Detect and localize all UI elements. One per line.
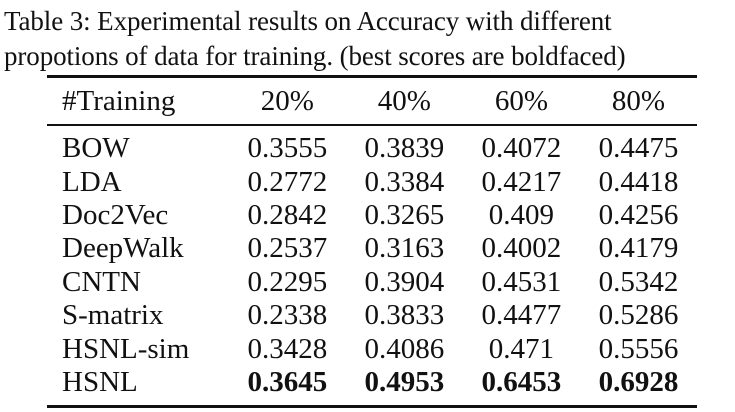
column-header-20: 20% <box>260 84 314 117</box>
table-row: CNTN 0.2295 0.3904 0.4531 0.5342 <box>47 266 697 299</box>
accuracy-value-cell: 0.4953 <box>364 365 445 398</box>
table-row: S-matrix 0.2338 0.3833 0.4477 0.5286 <box>47 299 697 332</box>
accuracy-value-cell: 0.3428 <box>247 332 328 365</box>
caption-line-2: propotions of data for training. (best s… <box>4 41 626 71</box>
accuracy-value-cell: 0.4418 <box>598 165 679 198</box>
table-header-row: #Training 20% 40% 60% 80% <box>47 78 697 124</box>
accuracy-value-cell: 0.4256 <box>598 198 679 231</box>
accuracy-value-cell: 0.4217 <box>481 165 562 198</box>
accuracy-value-cell: 0.471 <box>488 332 555 365</box>
accuracy-value-cell: 0.5286 <box>598 299 679 332</box>
table-row: HSNL 0.3645 0.4953 0.6453 0.6928 <box>47 366 697 399</box>
accuracy-value-cell: 0.5342 <box>598 265 679 298</box>
column-header-40: 40% <box>377 84 431 117</box>
accuracy-value-cell: 0.4072 <box>481 132 562 165</box>
column-header-80: 80% <box>611 84 666 117</box>
table-row: DeepWalk 0.2537 0.3163 0.4002 0.4179 <box>47 232 697 265</box>
method-name-cell: BOW <box>62 132 130 165</box>
method-name-cell: CNTN <box>62 265 141 298</box>
accuracy-value-cell: 0.3904 <box>364 265 445 298</box>
accuracy-value-cell: 0.4179 <box>598 232 679 265</box>
table-top-rule <box>47 75 697 78</box>
accuracy-value-cell: 0.2338 <box>247 299 328 332</box>
accuracy-value-cell: 0.2842 <box>247 198 328 231</box>
accuracy-value-cell: 0.4475 <box>598 132 679 165</box>
method-name-cell: DeepWalk <box>62 232 184 265</box>
accuracy-value-cell: 0.409 <box>488 198 555 231</box>
method-name-cell: LDA <box>62 165 122 198</box>
accuracy-value-cell: 0.3555 <box>247 132 328 165</box>
method-name-cell: HSNL <box>62 365 138 398</box>
table-row: Doc2Vec 0.2842 0.3265 0.409 0.4256 <box>47 199 697 232</box>
table-body: BOW 0.3555 0.3839 0.4072 0.4475 LDA 0.2772 0.33… <box>47 132 697 399</box>
column-header-training: #Training <box>62 84 176 117</box>
table-header-rule <box>47 124 697 126</box>
accuracy-value-cell: 0.2295 <box>247 265 328 298</box>
method-name-cell: Doc2Vec <box>62 198 169 231</box>
accuracy-value-cell: 0.3645 <box>247 365 328 398</box>
accuracy-value-cell: 0.4002 <box>481 232 562 265</box>
accuracy-value-cell: 0.4086 <box>364 332 445 365</box>
accuracy-value-cell: 0.3384 <box>364 165 445 198</box>
table-bottom-rule <box>47 405 697 408</box>
accuracy-value-cell: 0.2772 <box>247 165 328 198</box>
table-row: HSNL-sim 0.3428 0.4086 0.471 0.5556 <box>47 332 697 365</box>
accuracy-value-cell: 0.6928 <box>598 365 679 398</box>
results-table: #Training 20% 40% 60% 80% BOW 0.3555 0.383… <box>47 78 697 399</box>
accuracy-value-cell: 0.3163 <box>364 232 445 265</box>
table-row: BOW 0.3555 0.3839 0.4072 0.4475 <box>47 132 697 165</box>
table-caption: Table 3: Experimental results on Accurac… <box>4 4 732 74</box>
accuracy-value-cell: 0.3833 <box>364 299 445 332</box>
column-header-60: 60% <box>494 84 548 117</box>
accuracy-value-cell: 0.4477 <box>481 299 562 332</box>
accuracy-value-cell: 0.3265 <box>364 198 445 231</box>
accuracy-value-cell: 0.2537 <box>247 232 328 265</box>
accuracy-value-cell: 0.6453 <box>481 365 562 398</box>
accuracy-value-cell: 0.4531 <box>481 265 562 298</box>
method-name-cell: S-matrix <box>62 299 164 332</box>
accuracy-value-cell: 0.5556 <box>598 332 679 365</box>
method-name-cell: HSNL-sim <box>62 332 190 365</box>
accuracy-value-cell: 0.3839 <box>364 132 445 165</box>
caption-line-1: Table 3: Experimental results on Accurac… <box>4 6 612 36</box>
table-row: LDA 0.2772 0.3384 0.4217 0.4418 <box>47 165 697 198</box>
